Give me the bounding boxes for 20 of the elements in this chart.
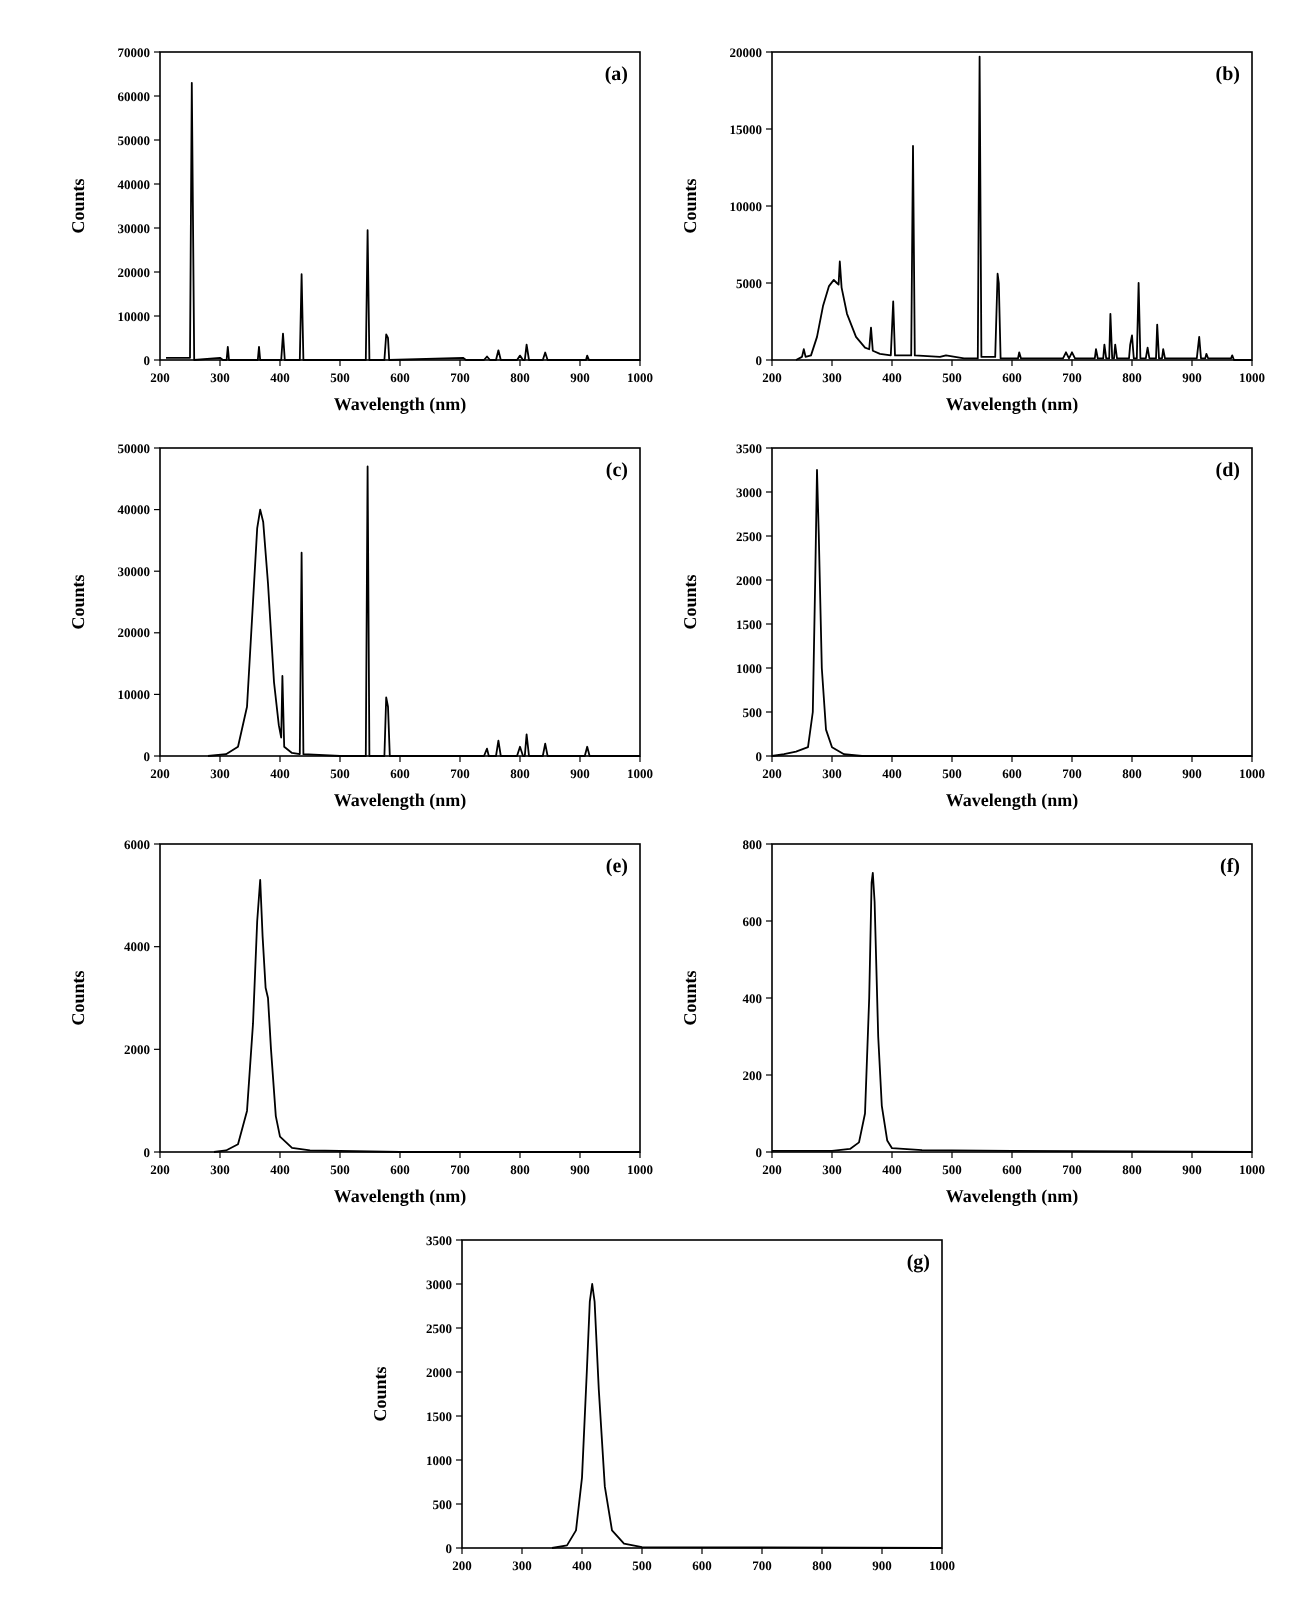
x-axis-title: Wavelength (nm) <box>945 1186 1079 1206</box>
annotation: (d) <box>1215 460 1240 482</box>
y-axis-title: Counts <box>68 969 88 1026</box>
annotation: (g) <box>906 1252 930 1274</box>
annotation: (f) <box>1220 856 1240 878</box>
annotation: (b) <box>1215 64 1240 86</box>
x-axis-title: Wavelength (nm) <box>333 1186 467 1206</box>
x-axis-title: Wavelength (nm) <box>333 394 467 414</box>
y-axis-title: Counts <box>680 177 700 234</box>
x-axis-title: Wavelength (nm) <box>945 394 1079 414</box>
y-axis-title: Counts <box>370 1365 390 1422</box>
y-axis-title: Counts <box>68 573 88 630</box>
x-axis-title: Wavelength (nm) <box>945 790 1079 810</box>
annotation: (e) <box>605 856 628 878</box>
annotation: (c) <box>605 460 628 482</box>
x-axis-title: Wavelength (nm) <box>333 790 467 810</box>
annotation: (a) <box>604 64 628 86</box>
y-axis-title: Counts <box>680 573 700 630</box>
y-axis-title: Counts <box>68 177 88 234</box>
y-axis-title: Counts <box>680 969 700 1026</box>
